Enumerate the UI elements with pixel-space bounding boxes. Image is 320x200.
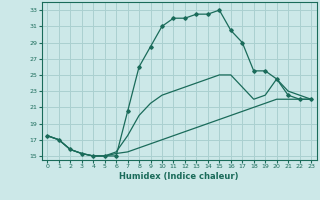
X-axis label: Humidex (Indice chaleur): Humidex (Indice chaleur) <box>119 172 239 181</box>
